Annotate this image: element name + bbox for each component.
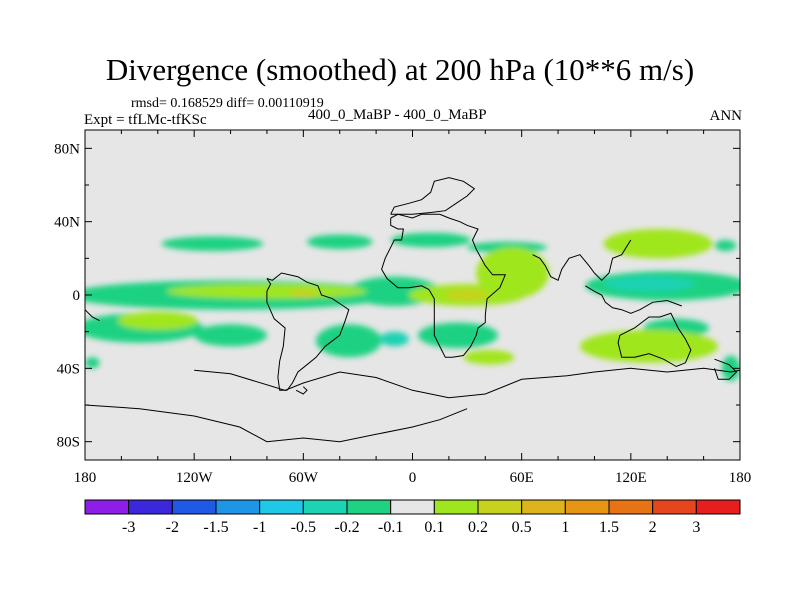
colorbar-label-11: 1.5 <box>599 519 619 536</box>
contour-region-9 <box>316 324 382 358</box>
colorbar-swatch-7 <box>390 499 435 515</box>
colorbar-label-5: -0.2 <box>334 519 359 536</box>
colorbar-label-9: 0.5 <box>512 519 532 536</box>
contour-region-0 <box>161 236 264 251</box>
colorbar-swatch-9 <box>477 499 523 515</box>
y-tick-label-0: 80N <box>54 141 80 157</box>
chart-title: Divergence (smoothed) at 200 hPa (10**6 … <box>105 52 695 87</box>
coastline-0 <box>381 213 507 358</box>
x-tick-label-4: 60E <box>510 470 534 486</box>
x-tick-label-5: 120E <box>615 470 647 486</box>
x-tick-label-0: 180 <box>74 470 97 486</box>
colorbar-label-4: -0.5 <box>291 519 316 536</box>
colorbar-label-10: 1 <box>561 519 569 536</box>
contour-region-8 <box>194 324 267 347</box>
contour-region-24 <box>445 289 489 301</box>
colorbar-swatch-2 <box>171 499 217 515</box>
y-tick-label-1: 40N <box>54 215 80 231</box>
coastline-6 <box>585 285 682 314</box>
colorbar-swatch-11 <box>564 499 610 515</box>
land-outline <box>85 177 740 443</box>
contour-region-25 <box>288 289 318 297</box>
x-tick-label-6: 180 <box>729 470 752 486</box>
colorbar-label-1: -2 <box>166 519 179 536</box>
contour-regions <box>85 229 740 382</box>
colorbar-swatch-0 <box>84 499 130 515</box>
contour-region-12 <box>714 240 737 251</box>
colorbar-swatch-8 <box>433 499 479 515</box>
coastline-2 <box>266 272 350 391</box>
colorbar-label-3: -1 <box>253 519 266 536</box>
x-tick-label-1: 120W <box>176 470 214 486</box>
coastline-3 <box>194 367 740 399</box>
colorbar-swatch-4 <box>259 499 304 515</box>
experiment-label: 400_0_MaBP - 400_0_MaBP <box>308 107 487 123</box>
contour-region-20 <box>603 229 713 259</box>
coastline-10 <box>295 386 308 395</box>
colorbar-swatch-13 <box>652 499 697 515</box>
colorbar-swatch-10 <box>521 499 566 515</box>
colorbar-label-12: 2 <box>649 519 657 536</box>
stats-text: rmsd= 0.168529 diff= 0.00110919 <box>131 96 324 111</box>
x-tick-label-2: 60W <box>289 470 319 486</box>
colorbar: -3 -2 -1.5 -1 -0.5 -0.2 -0.1 0.1 0.2 0.5 1 1.5 2 3 <box>84 499 741 536</box>
experiment-text: Expt = tfLMc-tfKSc <box>84 112 207 128</box>
coastline-7 <box>617 312 692 368</box>
contour-region-13 <box>85 357 100 369</box>
colorbar-label-2: -1.5 <box>203 519 228 536</box>
colorbar-label-0: -3 <box>122 519 135 536</box>
x-tick-label-3: 0 <box>409 470 417 486</box>
colorbar-label-8: 0.2 <box>468 519 488 536</box>
y-tick-label-2: 0 <box>73 288 81 304</box>
coastline-8 <box>714 358 738 380</box>
contour-region-16 <box>379 331 409 347</box>
colorbar-swatch-5 <box>302 499 348 515</box>
coastline-4 <box>85 404 468 443</box>
contour-region-21 <box>117 311 198 330</box>
coastline-1 <box>390 177 476 215</box>
contour-region-14 <box>721 355 740 382</box>
season-label: ANN <box>709 108 743 124</box>
contour-region-23 <box>463 350 515 365</box>
colorbar-swatch-14 <box>695 499 741 515</box>
contour-region-2 <box>390 232 471 248</box>
contour-region-22 <box>579 329 719 363</box>
coastline-5 <box>532 239 632 282</box>
y-tick-label-4: 80S <box>57 435 80 451</box>
colorbar-swatch-1 <box>128 499 173 515</box>
contour-region-1 <box>306 234 373 250</box>
coastline-9 <box>85 309 100 322</box>
colorbar-label-6: -0.1 <box>378 519 403 536</box>
colorbar-swatch-6 <box>346 499 392 515</box>
y-axis: 80N 40N 0 40S 80S <box>54 141 740 451</box>
colorbar-swatch-3 <box>215 499 261 515</box>
contour-region-10 <box>418 322 498 349</box>
contour-region-15 <box>603 276 695 292</box>
colorbar-swatch-12 <box>608 499 654 515</box>
colorbar-label-13: 3 <box>692 519 700 536</box>
contour-region-19 <box>476 247 549 299</box>
colorbar-label-7: 0.1 <box>424 519 444 536</box>
y-tick-label-3: 40S <box>57 361 80 377</box>
x-axis: 180 120W 60W 0 60E 120E 180 <box>74 130 752 486</box>
